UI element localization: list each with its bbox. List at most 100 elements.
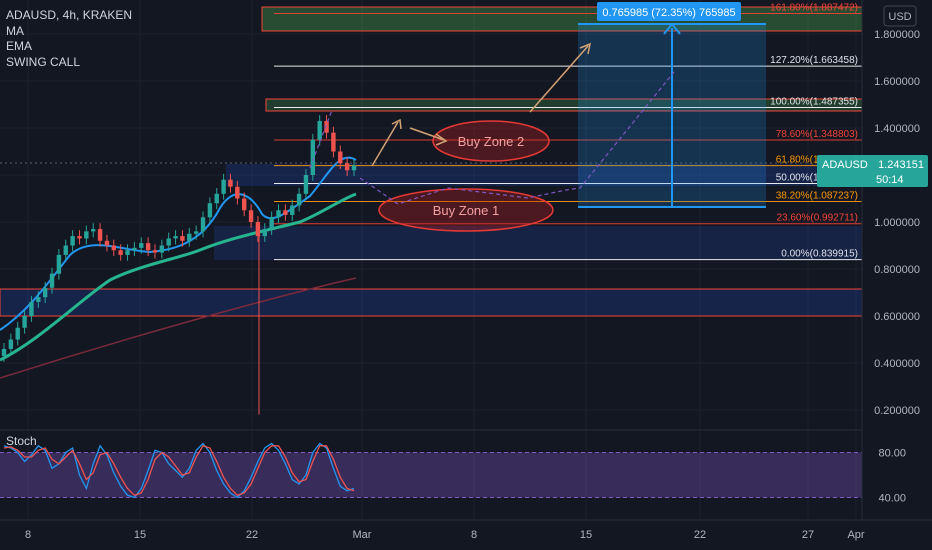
candle-body <box>77 236 82 239</box>
candle-body <box>283 210 288 215</box>
fib-label: 23.60%(0.992711) <box>776 213 858 224</box>
stoch-title[interactable]: Stoch <box>6 434 37 448</box>
last-price-symbol: ADAUSD <box>822 159 868 171</box>
time-tick-label: 22 <box>694 529 706 541</box>
stoch-d-line <box>3 445 355 497</box>
last-price-value: 1.243151 <box>878 159 924 171</box>
price-tick-label: 1.000000 <box>874 217 920 229</box>
time-tick-label: 15 <box>134 529 146 541</box>
candle-body <box>49 273 55 288</box>
candle-body <box>193 231 199 234</box>
fibonacci-levels: 161.80%(1.887472) 127.20%(1.663458) 100.00… <box>274 2 862 261</box>
fib-label: 38.20%(1.087237) <box>776 190 858 201</box>
measure-label: 0.765985 (72.35%) 765985 <box>602 7 735 19</box>
fib-label: 100.00%(1.487355) <box>770 96 858 107</box>
candle-body <box>70 236 75 246</box>
arrow-up-2 <box>529 45 589 113</box>
candle-body <box>111 245 117 251</box>
candle-body <box>125 250 130 255</box>
candle-body <box>200 217 206 232</box>
price-tick-label: 0.800000 <box>874 264 920 276</box>
candle-body <box>262 229 267 237</box>
indicator-swing-call[interactable]: SWING CALL <box>6 54 81 69</box>
time-tick-label: Apr <box>847 529 864 541</box>
slow-ma-line <box>0 277 357 379</box>
candle-body <box>228 179 233 187</box>
fib-label: 0.00%(0.839915) <box>781 249 858 260</box>
candles <box>1 115 357 415</box>
chart-legend: ADAUSD, 4h, KRAKEN MA EMA SWING CALL <box>6 8 132 70</box>
candle-body <box>207 203 213 218</box>
indicator-lines <box>0 156 862 379</box>
candle-body <box>8 339 14 349</box>
candle-body <box>29 301 34 316</box>
target-zone <box>261 6 863 32</box>
stoch-band <box>0 452 862 498</box>
arrow-right <box>409 127 445 141</box>
fib-label: 78.60%(1.348803) <box>776 129 858 140</box>
candle-body <box>331 132 336 152</box>
indicator-ma[interactable]: MA <box>6 23 24 38</box>
candle-body <box>139 243 144 248</box>
stoch-k-line <box>3 442 355 499</box>
candle-body <box>15 327 20 340</box>
candle-body <box>104 240 110 246</box>
candle-body <box>173 236 178 239</box>
candle-body <box>180 236 185 241</box>
candle-body <box>235 186 240 199</box>
price-tick-label: 0.400000 <box>874 358 920 370</box>
arrow-up-2-head <box>579 42 592 55</box>
candle-body <box>91 229 96 232</box>
demand-zone <box>214 226 862 260</box>
candle-body <box>36 297 41 302</box>
candle-body <box>303 175 309 194</box>
projection-earlier <box>309 109 333 169</box>
fast-ma-line <box>0 156 357 331</box>
candle-body <box>56 254 62 274</box>
candle-body <box>214 193 219 204</box>
time-tick-label: 15 <box>580 529 592 541</box>
candle-body <box>166 238 171 246</box>
measure-box[interactable]: 0.765985 (72.35%) 765985 <box>578 2 766 208</box>
candle-body <box>310 139 316 175</box>
arrow-right-head <box>435 133 448 146</box>
last-price-countdown: 50:14 <box>876 174 904 186</box>
support-zone <box>0 288 863 317</box>
candle-body <box>241 198 247 211</box>
ema-line <box>0 192 357 362</box>
stoch-tick-label: 80.00 <box>878 448 906 460</box>
buy-zone-1-label: Buy Zone 1 <box>433 203 500 218</box>
measure-label-bg <box>597 2 741 21</box>
candle-body <box>276 210 281 218</box>
candle-body <box>221 179 226 194</box>
buy-zone-1-ellipse <box>378 188 554 232</box>
candle-body <box>42 287 48 298</box>
arrow-up-1 <box>371 121 399 167</box>
time-tick-label: 8 <box>25 529 31 541</box>
candle-body <box>351 165 357 171</box>
buy-zone-2-ellipse <box>432 120 550 162</box>
fib-label: 127.20%(1.663458) <box>770 55 858 66</box>
stoch-tick-label: 40.00 <box>878 493 906 505</box>
candle-body <box>296 193 302 206</box>
candle-body <box>22 316 27 328</box>
measure-arrow-head <box>663 22 681 35</box>
price-tick-label: 1.600000 <box>874 76 920 88</box>
buy-zone-2-label: Buy Zone 2 <box>458 134 525 149</box>
candle-body <box>248 210 254 222</box>
symbol-title[interactable]: ADAUSD, 4h, KRAKEN <box>6 8 133 22</box>
candle-body <box>132 247 137 251</box>
price-tick-label: 1.400000 <box>874 123 920 135</box>
price-tick-label: 1.800000 <box>874 29 920 41</box>
candle-body <box>290 205 295 215</box>
time-tick-label: Mar <box>353 529 372 541</box>
candle-body <box>269 217 274 230</box>
indicator-ema[interactable]: EMA <box>6 39 33 53</box>
stoch-pane <box>0 429 932 499</box>
upper-zone <box>226 164 862 186</box>
candle-body <box>159 245 165 253</box>
candle-body <box>324 120 329 133</box>
candle-body <box>145 243 151 251</box>
price-axis-bg <box>862 0 932 550</box>
